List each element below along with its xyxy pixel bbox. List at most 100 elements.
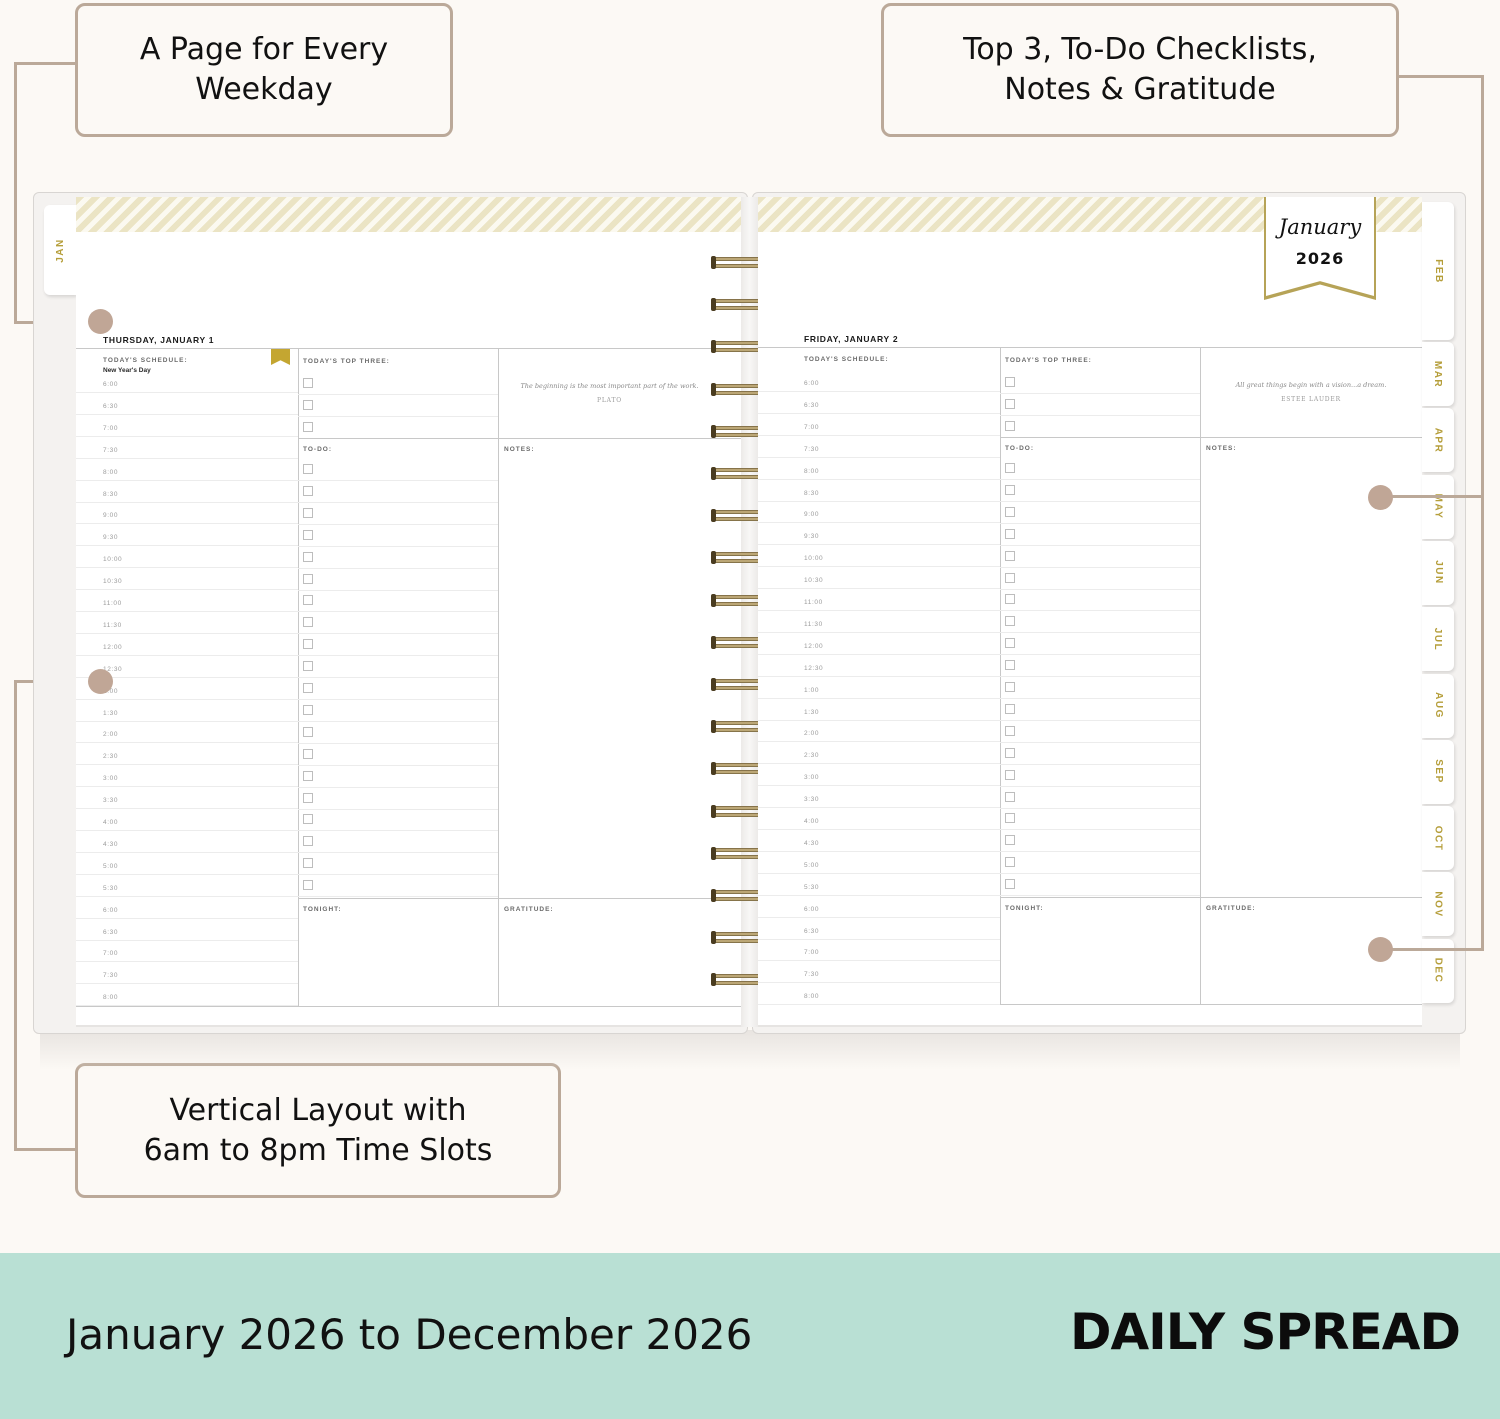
todo-checkbox[interactable] (1005, 463, 1015, 473)
time-slot[interactable]: 6:00 (758, 370, 1000, 392)
time-slot[interactable]: 4:00 (76, 809, 298, 831)
time-slot[interactable]: 1:00 (758, 677, 1000, 699)
todo-checkbox[interactable] (303, 529, 313, 540)
time-slot[interactable]: 5:00 (76, 853, 298, 875)
checkbox[interactable] (303, 378, 313, 388)
todo-checkbox[interactable] (303, 485, 313, 496)
time-slot[interactable]: 6:30 (76, 919, 298, 941)
time-slot[interactable]: 7:30 (758, 436, 1000, 458)
time-slot[interactable]: 2:30 (76, 743, 298, 766)
tab-sep[interactable]: SEP (1422, 739, 1454, 804)
todo-checkbox[interactable] (1005, 813, 1015, 824)
time-slot[interactable]: 10:30 (76, 568, 298, 591)
time-slot[interactable]: 6:00 (76, 897, 298, 919)
time-slot[interactable]: 7:30 (76, 962, 298, 985)
time-slot[interactable]: 6:30 (758, 918, 1000, 940)
checkbox[interactable] (1005, 399, 1015, 409)
time-slot[interactable]: 11:30 (76, 612, 298, 634)
todo-checkbox[interactable] (1005, 835, 1015, 846)
time-slot[interactable]: 9:00 (76, 502, 298, 525)
todo-checkbox[interactable] (303, 748, 313, 759)
tab-may[interactable]: MAY (1422, 474, 1454, 539)
todo-checkbox[interactable] (303, 617, 313, 628)
tab-aug[interactable]: AUG (1422, 673, 1454, 738)
time-slot[interactable]: 8:30 (76, 481, 298, 503)
todo-checkbox[interactable] (303, 814, 313, 825)
tab-jan[interactable]: JAN (44, 205, 76, 295)
time-slot[interactable]: 11:00 (758, 589, 1000, 611)
todo-checkbox[interactable] (303, 683, 313, 693)
todo-checkbox[interactable] (1005, 616, 1015, 627)
time-slot[interactable]: 6:00 (76, 371, 298, 393)
time-slot[interactable]: 7:00 (758, 939, 1000, 962)
todo-checkbox[interactable] (1005, 594, 1015, 605)
time-slot[interactable]: 5:00 (758, 852, 1000, 874)
time-slot[interactable]: 7:30 (76, 437, 298, 459)
time-slot[interactable]: 9:30 (758, 523, 1000, 546)
time-slot[interactable]: 11:00 (76, 590, 298, 612)
todo-checkbox[interactable] (303, 836, 313, 847)
todo-checkbox[interactable] (303, 770, 313, 781)
time-slot[interactable]: 8:00 (758, 458, 1000, 480)
todo-checkbox[interactable] (1005, 769, 1015, 780)
todo-checkbox[interactable] (303, 573, 313, 584)
todo-checkbox[interactable] (1005, 747, 1015, 758)
todo-checkbox[interactable] (303, 704, 313, 715)
checkbox[interactable] (303, 422, 313, 432)
tab-jul[interactable]: JUL (1422, 607, 1454, 672)
time-slot[interactable]: 8:00 (76, 984, 298, 1007)
time-slot[interactable]: 1:30 (758, 699, 1000, 721)
time-slot[interactable]: 6:30 (76, 393, 298, 415)
todo-checkbox[interactable] (1005, 572, 1015, 583)
time-slot[interactable]: 1:30 (76, 700, 298, 722)
time-slot[interactable]: 5:30 (758, 874, 1000, 896)
tab-feb[interactable]: FEB (1422, 202, 1454, 340)
todo-checkbox[interactable] (303, 661, 313, 672)
time-slot[interactable]: 2:00 (76, 721, 298, 744)
time-slot[interactable]: 11:30 (758, 611, 1000, 633)
time-slot[interactable]: 3:00 (758, 764, 1000, 787)
checkbox[interactable] (303, 400, 313, 410)
time-slot[interactable]: 8:00 (758, 983, 1000, 1006)
time-slot[interactable]: 1:00 (76, 678, 298, 700)
todo-checkbox[interactable] (303, 858, 313, 869)
todo-checkbox[interactable] (1005, 703, 1015, 714)
todo-checkbox[interactable] (1005, 682, 1015, 692)
todo-checkbox[interactable] (303, 595, 313, 606)
tab-mar[interactable]: MAR (1422, 342, 1454, 406)
time-slot[interactable]: 8:00 (76, 459, 298, 481)
time-slot[interactable]: 9:30 (76, 524, 298, 547)
todo-checkbox[interactable] (1005, 528, 1015, 539)
todo-checkbox[interactable] (1005, 506, 1015, 517)
todo-checkbox[interactable] (1005, 660, 1015, 671)
todo-checkbox[interactable] (1005, 791, 1015, 802)
todo-checkbox[interactable] (1005, 638, 1015, 649)
checkbox[interactable] (1005, 421, 1015, 431)
tab-nov[interactable]: NOV (1422, 872, 1454, 937)
todo-checkbox[interactable] (1005, 725, 1015, 736)
time-slot[interactable]: 10:00 (76, 546, 298, 569)
todo-checkbox[interactable] (1005, 879, 1015, 890)
time-slot[interactable]: 3:00 (76, 765, 298, 788)
todo-checkbox[interactable] (1005, 550, 1015, 561)
time-slot[interactable]: 10:30 (758, 567, 1000, 590)
time-slot[interactable]: 5:30 (76, 875, 298, 897)
time-slot[interactable]: 8:30 (758, 480, 1000, 502)
time-slot[interactable]: 7:00 (76, 415, 298, 437)
time-slot[interactable]: 10:00 (758, 545, 1000, 568)
time-slot[interactable]: 2:00 (758, 720, 1000, 743)
todo-checkbox[interactable] (303, 464, 313, 474)
time-slot[interactable]: 7:30 (758, 961, 1000, 984)
time-slot[interactable]: 6:00 (758, 896, 1000, 918)
time-slot[interactable]: 4:30 (758, 830, 1000, 852)
todo-checkbox[interactable] (1005, 857, 1015, 868)
todo-checkbox[interactable] (303, 639, 313, 650)
time-slot[interactable]: 12:30 (76, 656, 298, 678)
todo-checkbox[interactable] (1005, 484, 1015, 495)
todo-checkbox[interactable] (303, 507, 313, 518)
time-slot[interactable]: 2:30 (758, 742, 1000, 765)
time-slot[interactable]: 12:00 (76, 634, 298, 656)
tab-jun[interactable]: JUN (1422, 540, 1454, 605)
time-slot[interactable]: 9:00 (758, 501, 1000, 524)
time-slot[interactable]: 3:30 (758, 786, 1000, 809)
